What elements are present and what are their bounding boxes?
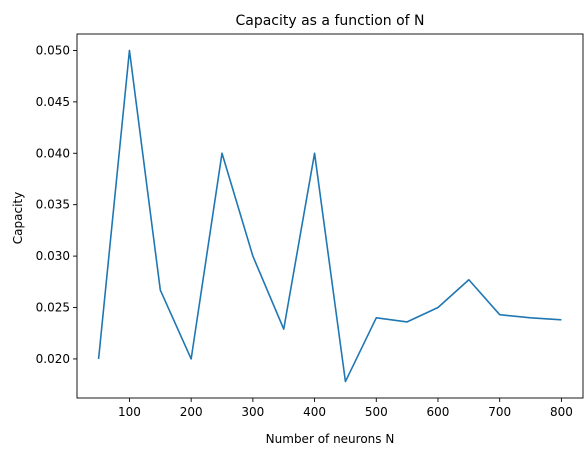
chart-title: Capacity as a function of N [235, 13, 424, 29]
y-tick-label: 0.025 [36, 301, 70, 315]
y-axis-ticks: 0.020 0.025 0.030 0.035 0.040 0.045 0.050 [36, 43, 77, 366]
x-tick-label: 700 [488, 405, 511, 419]
x-tick-label: 500 [365, 405, 388, 419]
y-tick-label: 0.040 [36, 146, 70, 160]
plot-area [76, 33, 584, 399]
series-layer [97, 49, 562, 383]
x-axis-ticks: 100 200 300 400 500 600 700 800 [118, 398, 573, 419]
x-axis-label: Number of neurons N [266, 432, 395, 446]
y-tick-label: 0.050 [36, 43, 70, 57]
y-tick-label: 0.045 [36, 95, 70, 109]
x-tick-label: 200 [180, 405, 203, 419]
x-tick-label: 300 [241, 405, 264, 419]
x-tick-label: 600 [427, 405, 450, 419]
series-line [97, 49, 562, 383]
plot-frame [76, 33, 584, 399]
x-tick-label: 100 [118, 405, 141, 419]
y-tick-label: 0.030 [36, 249, 70, 263]
y-axis-label: Capacity [11, 192, 25, 244]
x-tick-label: 800 [550, 405, 573, 419]
y-tick-label: 0.035 [36, 198, 70, 212]
y-tick-label: 0.020 [36, 352, 70, 366]
x-tick-label: 400 [303, 405, 326, 419]
